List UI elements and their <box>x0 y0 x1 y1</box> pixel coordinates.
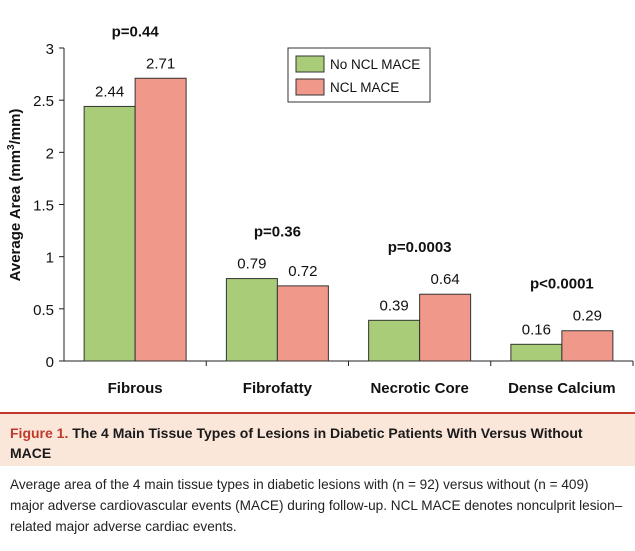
bar-ncl-mace <box>419 293 472 362</box>
figure-caption: Figure 1. The 4 Main Tissue Types of Les… <box>0 412 635 551</box>
x-category-label: Fibrous <box>108 380 163 397</box>
y-tick-label: 0 <box>46 354 54 371</box>
legend-swatch <box>295 55 325 73</box>
bar-no-ncl-mace <box>225 278 278 362</box>
x-category-label: Necrotic Core <box>370 380 468 397</box>
legend: No NCL MACE NCL MACE <box>287 47 431 103</box>
y-tick-label: 1.5 <box>33 198 54 215</box>
p-value-label: p=0.0003 <box>388 239 452 256</box>
bar-ncl-mace <box>561 330 614 362</box>
bar-no-ncl-mace <box>510 343 563 362</box>
bar-ncl-mace <box>276 285 329 362</box>
svg-text:Average Area (mm3/mm): Average Area (mm3/mm) <box>6 109 24 282</box>
bar-ncl-mace <box>134 77 187 362</box>
caption-body: Average area of the 4 main tissue types … <box>10 477 623 534</box>
p-value-label: p=0.44 <box>112 23 160 40</box>
y-tick-label: 2.5 <box>33 93 54 110</box>
caption-title-text: The 4 Main Tissue Types of Lesions in Di… <box>10 425 583 461</box>
y-axis-title-sup: 3 <box>6 144 17 150</box>
y-axis-title: Average Area (mm3/mm) <box>6 109 24 282</box>
bar-value-label: 0.29 <box>573 308 602 325</box>
x-category-label: Fibrofatty <box>243 380 313 397</box>
x-category-label: Dense Calcium <box>508 380 616 397</box>
bar-value-label: 0.16 <box>522 321 551 338</box>
figure-number: Figure 1. <box>10 425 69 441</box>
y-tick-label: 3 <box>46 41 54 58</box>
bar-value-label: 0.64 <box>431 271 460 288</box>
legend-swatch <box>295 78 325 96</box>
caption-title: Figure 1. The 4 Main Tissue Types of Les… <box>10 423 625 463</box>
y-tick-label: 2 <box>46 145 54 162</box>
p-value-label: p<0.0001 <box>530 276 594 293</box>
p-value-label: p=0.36 <box>254 224 301 241</box>
legend-label: NCL MACE <box>330 80 399 95</box>
caption-header: Figure 1. The 4 Main Tissue Types of Les… <box>0 412 635 466</box>
bar-value-label: 2.44 <box>95 83 124 100</box>
bar-value-label: 2.71 <box>146 55 175 72</box>
bar-no-ncl-mace <box>368 319 421 362</box>
y-axis-title-end: /mm) <box>7 109 24 145</box>
bar-no-ncl-mace <box>83 105 136 362</box>
bar-value-label: 0.79 <box>237 256 266 273</box>
bar-value-label: 0.39 <box>380 297 409 314</box>
legend-label: No NCL MACE <box>330 57 420 72</box>
bar-value-label: 0.72 <box>288 263 317 280</box>
bar-chart: Average Area (mm3/mm) 00.511.522.53Fibro… <box>6 23 634 397</box>
y-axis-title-main: Average Area (mm <box>7 150 24 281</box>
y-tick-label: 1 <box>46 250 54 267</box>
y-tick-label: 0.5 <box>33 302 54 319</box>
